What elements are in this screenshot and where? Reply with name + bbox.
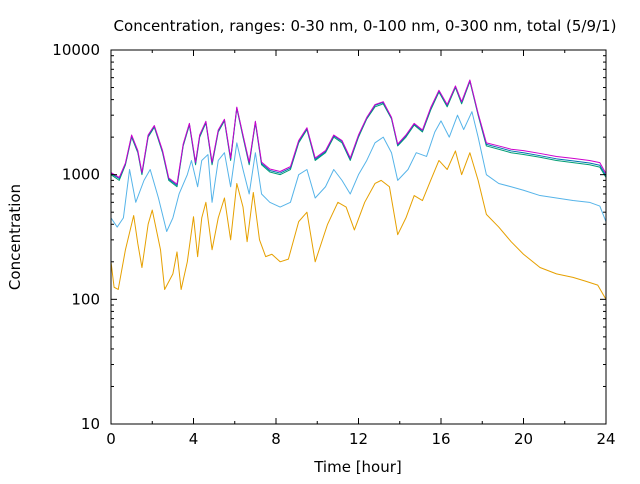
x-tick-label: 20	[514, 430, 533, 448]
series-line-3	[110, 79, 607, 186]
y-tick-label: 10	[81, 415, 100, 433]
ticks-layer: 0 4 8 12 16 20 24 10 100 1000 10000	[52, 41, 615, 448]
y-axis-label: Concentration	[6, 184, 24, 290]
x-tick-label: 4	[189, 430, 199, 448]
y-tick-label: 1000	[62, 166, 100, 184]
series-line-4	[110, 79, 607, 185]
x-tick-label: 0	[106, 430, 116, 448]
x-tick-label: 12	[349, 430, 368, 448]
plot-frame	[110, 49, 607, 425]
x-axis-label: Time [hour]	[313, 458, 402, 476]
series-layer	[110, 79, 607, 300]
x-tick-label: 16	[431, 430, 450, 448]
y-tick-label: 10000	[52, 41, 100, 59]
x-tick-label: 24	[596, 430, 615, 448]
y-tick-label: 100	[71, 290, 100, 308]
series-line-1	[110, 111, 607, 233]
series-line-0	[110, 150, 607, 300]
x-tick-label: 8	[271, 430, 281, 448]
chart-title: Concentration, ranges: 0-30 nm, 0-100 nm…	[114, 17, 617, 35]
